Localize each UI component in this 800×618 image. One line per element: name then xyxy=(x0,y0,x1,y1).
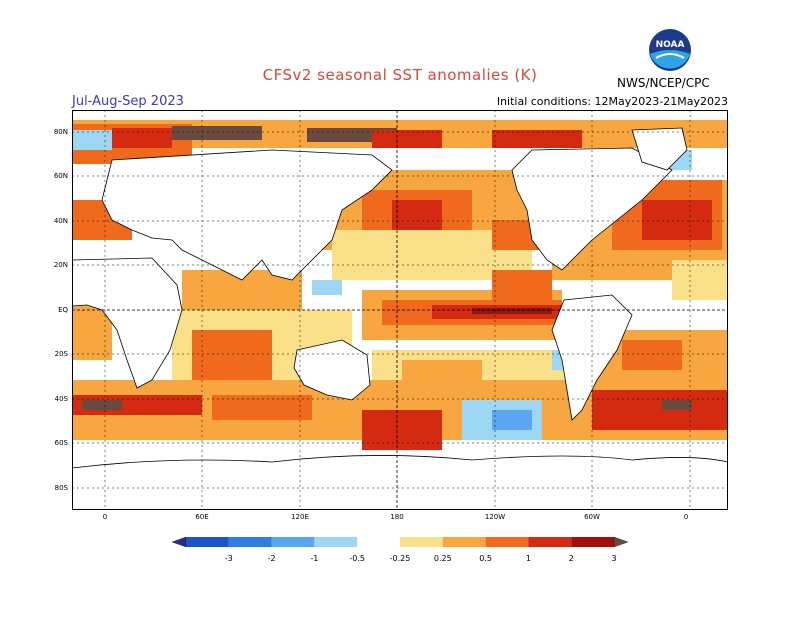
colorbar-cell xyxy=(571,537,614,547)
eurasia-landmass xyxy=(101,149,393,281)
initial-conditions-label: Initial conditions: 12May2023-21May2023 xyxy=(496,95,728,108)
colorbar-label: 0.5 xyxy=(479,554,492,563)
colorbar-label: 1 xyxy=(526,554,531,563)
lon-label: 60W xyxy=(584,513,600,521)
logo-text: NOAA xyxy=(656,40,685,50)
colorbar-cell xyxy=(485,537,529,547)
lon-label: 0 xyxy=(683,513,689,521)
colorbar: -3 -2 -1 -0.5 -0.25 0.25 0.5 1 2 3 xyxy=(172,536,628,563)
colorbar-extend-high xyxy=(613,536,628,548)
colorbar-cell xyxy=(228,537,272,547)
colorbar-label: -2 xyxy=(268,554,276,563)
colorbar-cell xyxy=(400,537,443,547)
colorbar-label: -0.5 xyxy=(349,554,365,563)
colorbar-cell xyxy=(271,537,315,547)
lat-label: 60S xyxy=(54,439,68,447)
season-label: Jul-Aug-Sep 2023 xyxy=(72,94,184,109)
noaa-logo-icon: NOAA xyxy=(649,29,691,71)
colorbar-label: 3 xyxy=(611,554,616,563)
antarctica-landmass xyxy=(72,455,728,510)
colorbar-label: -0.25 xyxy=(390,554,411,563)
lat-label: 80S xyxy=(54,484,68,492)
lon-label: 180 xyxy=(390,513,404,521)
lon-label: 120E xyxy=(291,513,309,521)
lat-label: 80N xyxy=(53,128,68,136)
australia-landmass xyxy=(293,339,371,401)
colorbar-label: -3 xyxy=(225,554,233,563)
map-title: CFSv2 seasonal SST anomalies (K) xyxy=(262,66,538,84)
colorbar-cell xyxy=(528,537,572,547)
lon-label: 0 xyxy=(102,513,108,521)
greenland-landmass xyxy=(631,127,688,171)
lat-label: EQ xyxy=(58,306,68,314)
colorbar-label: 0.25 xyxy=(434,554,452,563)
colorbar-extend-low xyxy=(172,536,187,548)
colorbar-label: 2 xyxy=(569,554,574,563)
lon-label: 60E xyxy=(195,513,209,521)
lat-label: 20N xyxy=(53,261,68,269)
organization-label: NWS/NCEP/CPC xyxy=(617,76,710,90)
lat-label: 40N xyxy=(53,217,68,225)
colorbar-cell xyxy=(314,537,358,547)
north-america-landmass xyxy=(511,147,673,271)
colorbar-cell xyxy=(442,537,486,547)
lat-label: 20S xyxy=(54,350,68,358)
map-frame xyxy=(72,110,728,510)
sst-anomaly-map xyxy=(72,110,728,510)
colorbar-cell xyxy=(357,537,400,547)
lon-label: 120W xyxy=(484,513,506,521)
anomaly-field xyxy=(72,120,728,450)
lat-label: 60N xyxy=(53,172,68,180)
africa-landmass xyxy=(72,257,183,389)
equator-dateline xyxy=(72,110,728,510)
lat-label: 40S xyxy=(54,395,68,403)
south-america-landmass xyxy=(551,294,633,421)
colorbar-cell xyxy=(186,537,229,547)
land-masses xyxy=(72,127,728,510)
colorbar-label: -1 xyxy=(310,554,318,563)
